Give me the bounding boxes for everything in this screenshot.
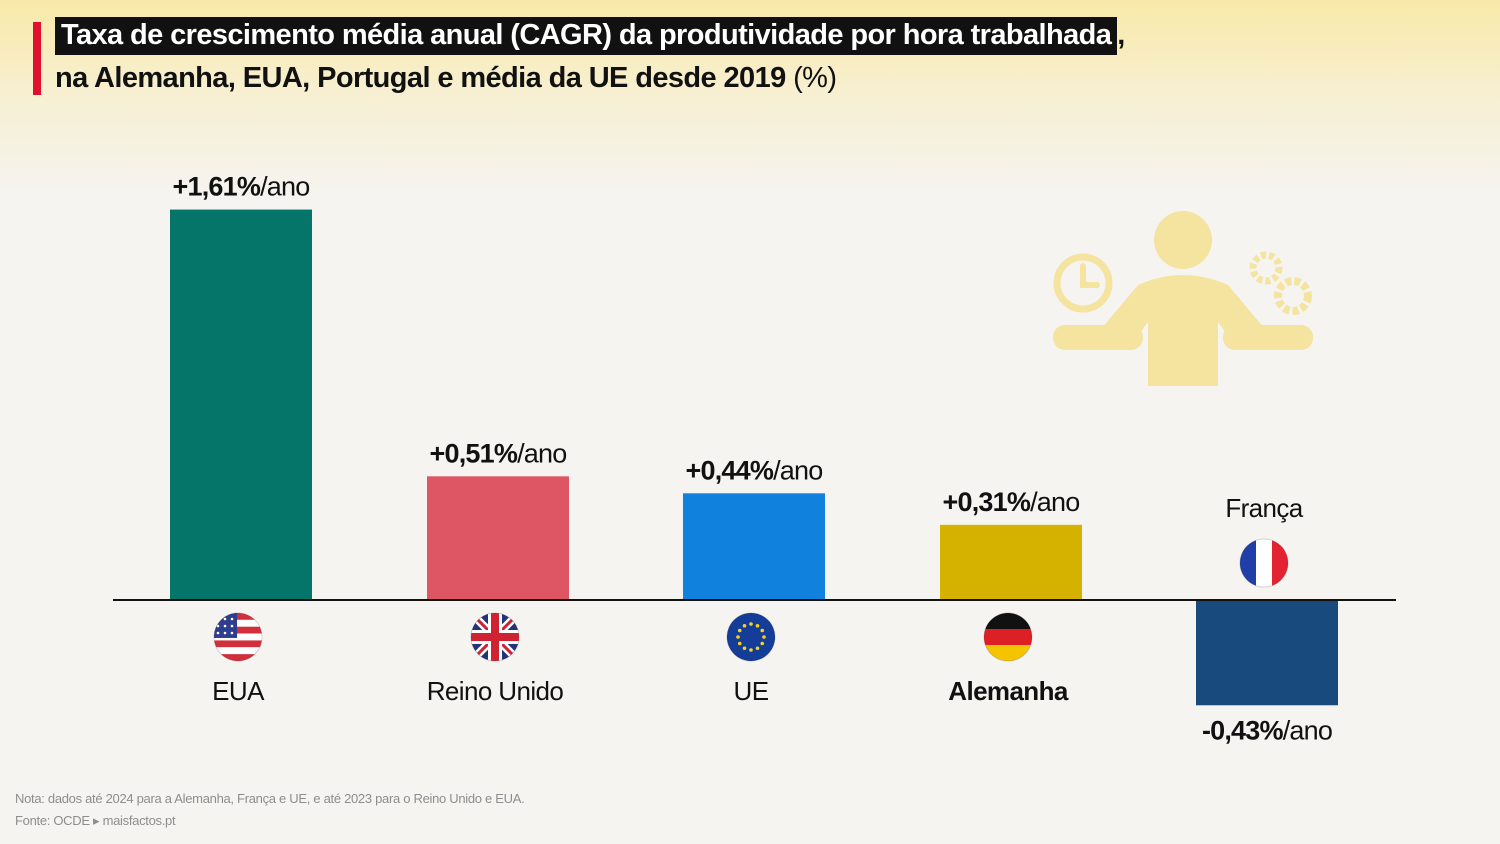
germany-flag-icon [983,612,1033,662]
value-label-ue: +0,44%/ano [686,455,823,485]
category-label-eua: EUA [212,676,265,706]
footnote-source: Fonte: OCDE ▸ maisfactos.pt [15,813,176,828]
title-comma: , [1117,19,1125,51]
france-flag-icon [1239,538,1289,588]
bar-ue [683,493,825,600]
bar-alemanha [940,524,1082,600]
value-label-eua: +1,61%/ano [173,172,310,202]
category-label-fran-a: França [1225,493,1303,523]
title-unit: (%) [793,62,837,94]
bar-reino-unido [427,476,569,600]
chart-title: Taxa de crescimento média anual (CAGR) d… [55,14,1175,100]
eu-flag-icon [726,612,776,662]
title-line2: na Alemanha, EUA, Portugal e média da UE… [55,62,786,94]
value-label-alemanha: +0,31%/ano [943,487,1080,517]
category-label-alemanha: Alemanha [948,676,1069,706]
person-balancing-time-and-work-icon [1053,211,1313,386]
footnote-note: Nota: dados até 2024 para a Alemanha, Fr… [15,791,525,806]
title-accent-bar [33,22,41,95]
value-label-fran-a: -0,43%/ano [1202,715,1332,745]
bar-fran-a [1196,601,1338,706]
category-label-ue: UE [734,676,769,706]
category-label-reino-unido: Reino Unido [427,676,564,706]
uk-flag-icon [470,612,520,662]
usa-flag-icon [213,612,263,662]
bar-eua [170,209,312,600]
title-highlight: Taxa de crescimento média anual (CAGR) d… [55,17,1118,55]
value-label-reino-unido: +0,51%/ano [430,438,567,468]
